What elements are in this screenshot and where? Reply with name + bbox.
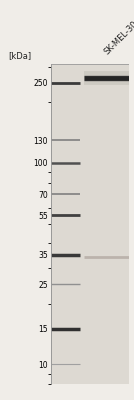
Text: SK-MEL-30: SK-MEL-30 [102, 19, 134, 56]
Text: [kDa]: [kDa] [8, 51, 31, 60]
